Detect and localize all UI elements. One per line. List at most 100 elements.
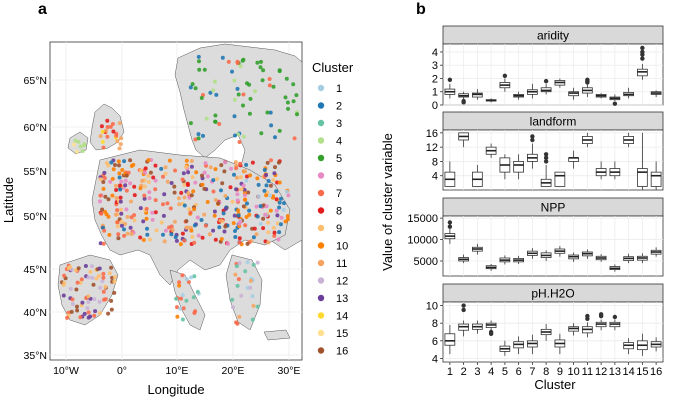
box-landform-12 [595, 161, 607, 180]
map-point [141, 238, 146, 242]
box-landform-11 [582, 132, 593, 148]
map-point [142, 193, 147, 198]
map-point [237, 140, 242, 144]
map-point [186, 183, 190, 187]
map-point [196, 233, 201, 238]
map-point [235, 86, 240, 91]
map-point [178, 242, 183, 247]
map-point [285, 100, 290, 105]
map-point [211, 189, 216, 194]
map-point [109, 298, 114, 303]
map-point [107, 271, 112, 276]
map-point [153, 198, 158, 203]
map-point [254, 204, 259, 209]
map-point [173, 168, 178, 173]
map-point [199, 218, 204, 222]
map-point [251, 235, 256, 240]
outlier-point [461, 303, 466, 308]
map-point [177, 280, 182, 285]
box-NPP-3 [472, 243, 483, 255]
map-point [192, 223, 197, 228]
map-point [94, 276, 99, 281]
box-pH.H2O-16 [650, 337, 662, 352]
box-pH.H2O-14 [623, 338, 634, 355]
map-point [272, 233, 277, 238]
map-point [200, 173, 204, 178]
map-point [277, 128, 282, 133]
map-point [272, 230, 277, 235]
map-point [250, 160, 255, 165]
map-point [132, 218, 137, 223]
map-point [277, 200, 282, 205]
map-point [255, 176, 260, 181]
map-point [228, 185, 233, 190]
map-point [259, 59, 263, 64]
map-point [245, 174, 249, 179]
box-pH.H2O-7 [527, 334, 538, 355]
map-point [208, 165, 213, 170]
map-point [177, 202, 182, 207]
map-point [225, 241, 230, 246]
map-point [88, 269, 93, 274]
map-point [264, 193, 269, 198]
box-aridity-9 [554, 78, 566, 88]
lon-tick-10e: 10°E [166, 365, 189, 377]
map-point [241, 204, 246, 209]
map-point [246, 190, 251, 195]
map-point [76, 266, 81, 271]
boxplot-x-ticks: 1 2 3 4 5 6 7 8 9 10 11 12 13 14 15 16 [447, 362, 662, 378]
map-point [258, 204, 263, 209]
outlier-point [461, 98, 466, 104]
box-NPP-13 [609, 264, 621, 272]
map-point [104, 128, 109, 133]
map-point [281, 207, 286, 212]
facet-y-tick: 2 [432, 73, 438, 85]
box-aridity-13 [609, 94, 621, 106]
map-point [232, 114, 237, 119]
box-aridity-3 [472, 89, 483, 100]
map-point [174, 238, 179, 243]
map-point [217, 122, 222, 126]
facet-landform: landform 4 8 12 16 [426, 111, 664, 191]
map-point [232, 97, 237, 102]
map-point [189, 193, 194, 198]
legend-label-11: 11 [336, 258, 347, 270]
map-point [144, 206, 149, 211]
map-point [184, 219, 189, 224]
map-point [199, 96, 204, 100]
map-point [202, 170, 207, 175]
map-point [105, 125, 110, 129]
facet-y-tick: 16 [426, 128, 438, 140]
map-point [200, 235, 205, 240]
map-point [98, 285, 103, 290]
legend-swatch-4 [317, 137, 325, 144]
map-point [189, 228, 194, 233]
map-point [274, 197, 279, 202]
facet-y-tick: 5000 [414, 256, 438, 268]
map-point [186, 280, 191, 284]
map-point [223, 194, 228, 198]
map-point [213, 113, 218, 118]
map-point [61, 293, 66, 298]
box-aridity-16 [650, 90, 662, 98]
map-point [143, 170, 147, 175]
map-point [105, 118, 110, 123]
map-point [128, 158, 133, 163]
legend-swatch-9 [317, 224, 325, 232]
map-point [141, 219, 146, 224]
legend-label-13: 13 [336, 293, 348, 305]
legend-swatch-6 [317, 172, 325, 179]
map-point [161, 232, 165, 237]
map-point [190, 175, 195, 180]
legend-swatch-7 [317, 189, 325, 197]
map-point [286, 193, 291, 198]
box-landform-15 [637, 132, 648, 190]
box-pH.H2O-13 [609, 314, 621, 331]
map-point [102, 176, 107, 181]
map-cluster-points [60, 54, 299, 326]
map-point [102, 297, 106, 302]
map-point [192, 240, 197, 245]
map-point [241, 183, 246, 188]
panel-b-label: b [416, 1, 426, 18]
legend-label-12: 12 [336, 276, 348, 288]
